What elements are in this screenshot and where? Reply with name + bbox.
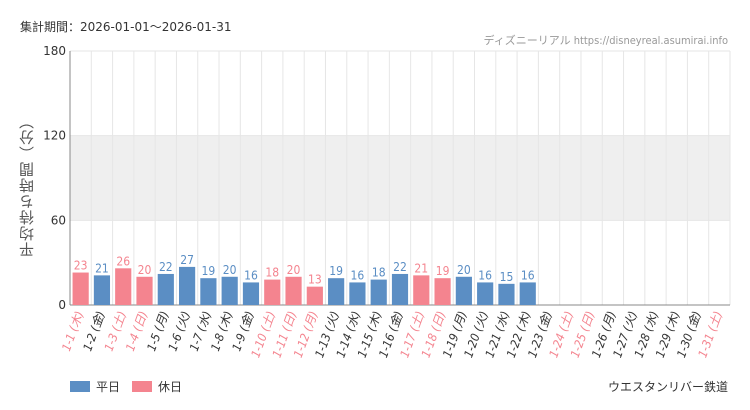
bar <box>200 278 217 305</box>
bar <box>306 286 323 305</box>
bar <box>221 276 238 305</box>
bar <box>72 272 89 305</box>
attraction-name: ウエスタンリバー鉄道 <box>607 380 728 394</box>
data-label: 16 <box>351 268 365 282</box>
bar <box>328 278 345 305</box>
data-label: 20 <box>457 263 471 277</box>
bar <box>285 276 302 305</box>
data-label: 13 <box>308 273 322 287</box>
data-label: 19 <box>329 264 343 278</box>
bar <box>391 273 409 305</box>
period-label: 集計期間：2026-01-01〜2026-01-31 <box>20 20 232 34</box>
data-label: 19 <box>436 264 450 278</box>
y-tick-label: 180 <box>43 44 66 58</box>
data-label: 23 <box>74 259 88 273</box>
bar <box>519 282 536 305</box>
y-tick-label: 60 <box>51 213 66 227</box>
bar <box>136 276 153 305</box>
data-label: 27 <box>180 253 194 267</box>
legend: 平日 休日 <box>70 378 194 395</box>
shaded-band <box>70 135 730 221</box>
legend-label-holiday: 休日 <box>158 380 183 394</box>
legend-item-holiday: 休日 <box>132 378 182 395</box>
data-label: 15 <box>500 270 514 284</box>
bar <box>477 282 494 305</box>
bar <box>93 275 111 305</box>
bar <box>370 279 387 305</box>
data-label: 21 <box>414 261 428 275</box>
data-label: 16 <box>521 268 535 282</box>
legend-swatch-holiday <box>132 381 153 392</box>
data-label: 26 <box>116 254 130 268</box>
legend-swatch-weekday <box>70 381 90 392</box>
data-label: 20 <box>287 263 301 277</box>
source-credit: ディズニーリアル https://disneyreal.asumirai.inf… <box>483 34 728 47</box>
bar <box>498 283 515 305</box>
data-label: 19 <box>202 264 216 278</box>
data-label: 22 <box>159 260 173 274</box>
bar <box>115 268 132 305</box>
data-label: 18 <box>265 266 279 280</box>
legend-label-weekday: 平日 <box>96 380 121 394</box>
data-label: 16 <box>478 268 492 282</box>
y-tick-label: 0 <box>58 298 66 312</box>
bar <box>349 282 366 305</box>
data-label: 20 <box>138 263 152 277</box>
bar <box>179 266 196 305</box>
bar <box>157 273 174 305</box>
legend-item-weekday: 平日 <box>70 378 120 395</box>
bar <box>242 282 260 305</box>
bar <box>264 279 281 305</box>
bar <box>455 276 472 305</box>
bar <box>413 275 430 305</box>
data-label: 20 <box>223 263 237 277</box>
data-label: 21 <box>95 261 109 275</box>
bar <box>434 278 451 305</box>
data-label: 18 <box>372 266 386 280</box>
data-label: 22 <box>393 260 407 274</box>
data-label: 16 <box>244 268 258 282</box>
y-tick-label: 120 <box>43 129 66 143</box>
